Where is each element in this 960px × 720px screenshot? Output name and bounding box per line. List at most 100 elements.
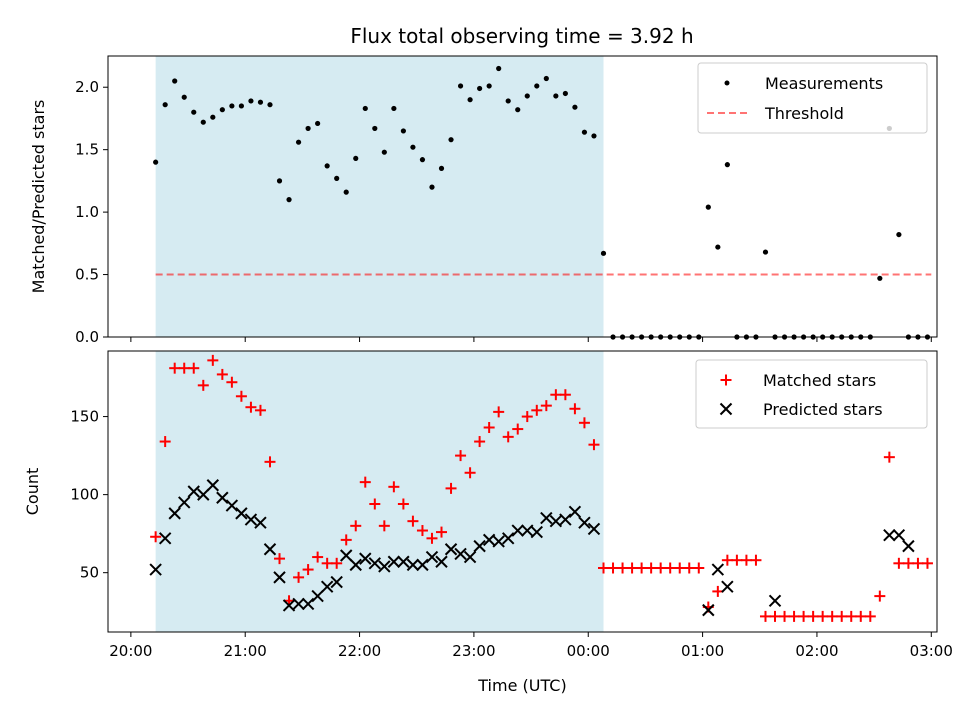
measurement-point <box>229 103 235 109</box>
matched-star-point <box>845 610 857 622</box>
time-x-tick-label: 21:00 <box>224 642 267 660</box>
matched-star-point <box>207 354 219 366</box>
matched-star-point <box>636 562 648 574</box>
matched-star-point <box>721 554 733 566</box>
matched-star-point <box>416 525 428 537</box>
matched-star-point <box>388 481 400 493</box>
matched-star-point <box>921 557 933 569</box>
matched-star-point <box>502 431 514 443</box>
matched-star-point <box>578 417 590 429</box>
time-x-tick-label: 23:00 <box>452 642 495 660</box>
matched-star-point <box>512 423 524 435</box>
measurement-point <box>400 128 406 134</box>
predicted-star-point <box>702 603 715 617</box>
predicted-star-point <box>892 529 906 542</box>
measurement-point <box>276 178 283 184</box>
measurement-point <box>419 157 426 163</box>
ratio-y-tick-label: 0.5 <box>75 266 99 284</box>
predicted-star-point <box>578 516 591 529</box>
ratio-y-axis-label: Matched/Predicted stars <box>29 100 48 294</box>
measurement-point <box>467 97 473 103</box>
predicted-star-point <box>225 499 239 512</box>
matched-star-point <box>531 404 543 416</box>
matched-star-point <box>788 610 800 622</box>
matched-star-point <box>645 562 657 574</box>
ratio-y-tick-label: 1.5 <box>75 141 99 159</box>
matched-star-point <box>893 557 905 569</box>
matched-star-point <box>655 562 667 574</box>
predicted-star-point <box>454 547 467 561</box>
matched-star-point <box>483 421 495 433</box>
measurement-point <box>286 197 292 203</box>
matched-star-point <box>350 520 362 532</box>
matched-star-point <box>883 451 895 463</box>
measurement-point <box>591 133 597 139</box>
measurement-point <box>267 102 273 108</box>
predicted-star-point <box>235 507 248 520</box>
legend-predicted-x <box>719 402 733 416</box>
predicted-star-point <box>216 491 229 504</box>
ratio-y-tick-label: 2.0 <box>75 78 99 96</box>
predicted-star-point <box>340 549 353 562</box>
matched-star-point <box>426 532 438 544</box>
predicted-star-point <box>149 563 162 576</box>
predicted-star-point <box>406 558 420 572</box>
measurement-point <box>496 65 502 72</box>
matched-star-point <box>159 436 171 448</box>
matched-star-point <box>264 456 276 468</box>
measurement-point <box>429 184 435 190</box>
matched-star-point <box>188 362 200 374</box>
matched-star-point <box>836 610 848 622</box>
measurement-point <box>305 125 311 132</box>
count-y-axis-label: Count <box>23 468 42 516</box>
time-x-tick-label: 02:00 <box>795 642 838 660</box>
observing-window-shade <box>155 56 604 337</box>
measurement-point <box>257 99 264 105</box>
legend-predicted-marker <box>719 402 733 416</box>
matched-star-point <box>397 498 409 510</box>
measurement-point <box>896 231 902 238</box>
matched-star-point <box>436 526 448 538</box>
legend-matched-label: Matched stars <box>763 371 876 390</box>
predicted-star-point <box>378 560 391 573</box>
predicted-star-point <box>206 479 220 492</box>
predicted-star-point <box>178 496 191 509</box>
measurement-point <box>438 165 445 171</box>
matched-star-point <box>750 554 762 566</box>
predicted-star-point <box>368 557 382 570</box>
matched-star-point <box>550 389 562 401</box>
matched-star-point <box>464 467 476 479</box>
matched-star-point <box>493 406 505 418</box>
predicted-star-point <box>587 522 601 536</box>
count-panel-frame <box>107 350 938 633</box>
predicted-star-point <box>197 488 210 501</box>
matched-star-point <box>407 515 419 527</box>
matched-star-point <box>150 531 162 543</box>
predicted-star-point <box>521 524 534 537</box>
predicted-star-point <box>559 513 572 526</box>
measurement-point <box>372 125 378 132</box>
time-x-tick-label: 00:00 <box>567 642 610 660</box>
predicted-star-point <box>263 543 277 556</box>
matched-star-point <box>302 564 314 576</box>
matched-star-point <box>759 610 771 622</box>
measurement-point <box>295 139 302 145</box>
measurement-point <box>486 83 492 89</box>
time-x-tick-label: 20:00 <box>109 642 152 660</box>
measurement-point <box>572 104 578 110</box>
measurement-point <box>505 98 511 104</box>
predicted-star-point <box>492 535 505 548</box>
matched-star-point <box>274 553 286 565</box>
time-x-tick-label: 22:00 <box>338 642 381 660</box>
count-y-tick-label: 100 <box>70 486 99 504</box>
measurement-point <box>334 175 340 181</box>
measurement-point <box>515 107 521 113</box>
matched-star-point <box>226 376 238 388</box>
matched-star-point <box>798 610 810 622</box>
predicted-star-point <box>330 575 343 589</box>
predicted-star-point <box>511 524 524 537</box>
predicted-star-point <box>721 580 734 593</box>
measurement-point <box>477 85 483 92</box>
measurement-point <box>457 83 464 89</box>
